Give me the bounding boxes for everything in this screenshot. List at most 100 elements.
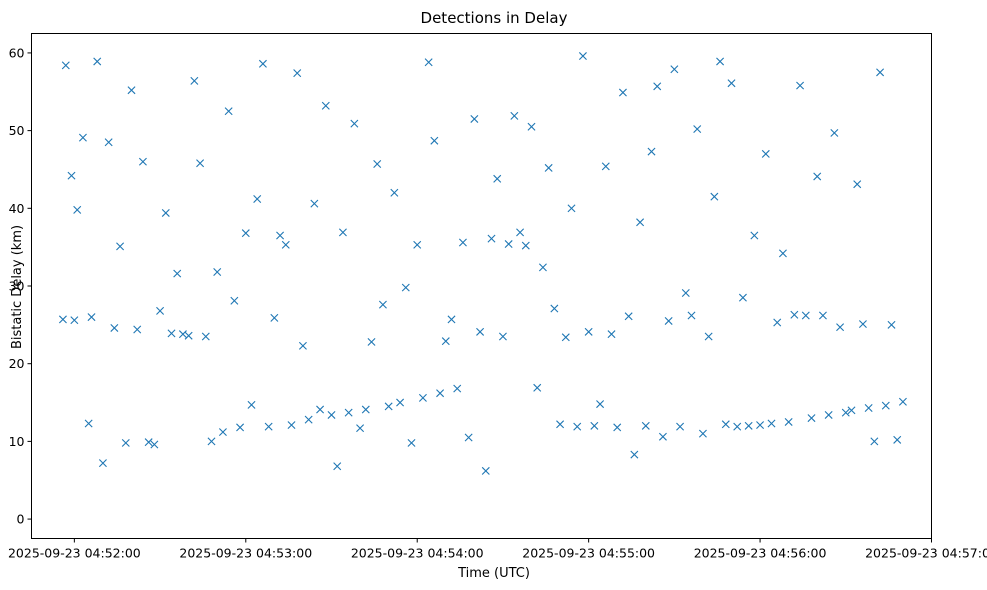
data-point [538,263,547,272]
data-point [264,422,273,431]
data-point [898,397,907,406]
data-point [858,320,867,329]
data-points [58,52,907,475]
data-point [436,389,445,398]
data-point [144,438,153,447]
data-point [550,304,559,313]
data-point [521,241,530,250]
data-point [67,171,76,180]
data-point [676,422,685,431]
data-point [727,79,736,88]
data-point [670,65,679,74]
data-point [236,423,245,432]
data-point [173,269,182,278]
data-point [796,81,805,90]
data-point [184,331,193,340]
data-point [367,337,376,346]
data-point [813,172,822,181]
data-point [116,242,125,251]
data-point [681,289,690,297]
data-point [836,323,845,332]
y-axis-label: Bistatic Delay (km) [10,225,25,349]
data-point [853,180,862,189]
data-point [773,318,782,327]
data-point [190,76,199,85]
data-point [230,296,239,305]
data-point [270,313,279,322]
data-point [161,208,170,217]
data-point [327,410,336,419]
data-point [150,440,159,449]
data-point [618,88,627,97]
data-point [247,400,256,409]
data-point [98,459,107,468]
data-point [704,332,713,341]
data-point [498,332,507,341]
data-point [384,402,393,411]
data-point [556,420,565,429]
y-tick-label: 10 [9,434,25,449]
data-point [213,268,222,277]
data-point [870,437,879,446]
data-point [876,68,885,77]
data-point [138,157,147,166]
data-point [893,435,902,444]
x-tick-label: 2025-09-23 04:55:00 [522,546,655,561]
data-point [733,422,742,431]
data-point [413,240,422,249]
data-point [607,330,616,339]
data-point [401,283,410,292]
data-point [281,240,290,249]
data-point [624,312,633,321]
data-point [830,128,839,137]
data-point [567,204,576,213]
data-point [224,107,233,116]
data-point [578,52,587,61]
data-point [178,330,187,339]
x-tick-label: 2025-09-23 04:54:00 [351,546,484,561]
data-point [418,393,427,402]
y-tick-label: 60 [9,45,25,60]
data-point [493,174,502,183]
data-point [721,420,730,429]
data-point [664,316,673,325]
data-point [458,238,467,247]
data-point [344,408,353,417]
data-point [373,160,382,169]
data-point [127,86,136,95]
y-tick-label: 0 [17,512,25,527]
data-point [207,437,216,446]
x-axis: 2025-09-23 04:52:00 2025-09-23 04:53:00 20… [8,538,987,561]
data-point [710,192,719,201]
data-point [293,69,302,78]
data-point [430,136,439,145]
data-point [487,234,496,243]
data-point [121,438,130,447]
data-point [693,125,702,134]
data-point [653,82,662,91]
data-point [361,405,370,414]
data-point [470,114,479,123]
data-point [818,311,827,320]
data-point [84,419,93,428]
data-point [110,323,119,332]
data-point [350,119,359,128]
data-point [636,218,645,227]
data-point [647,147,656,156]
data-point [504,240,513,249]
data-point [584,327,593,336]
data-point [887,320,896,329]
data-point [801,311,810,320]
data-point [847,406,856,415]
data-point [630,450,639,459]
x-tick-label: 2025-09-23 04:53:00 [179,546,312,561]
data-point [70,316,79,325]
data-point [241,229,250,238]
data-point [424,58,433,67]
data-point [824,410,833,419]
data-point [510,111,519,120]
data-point [253,194,262,203]
data-point [447,315,456,324]
data-point [87,313,96,322]
